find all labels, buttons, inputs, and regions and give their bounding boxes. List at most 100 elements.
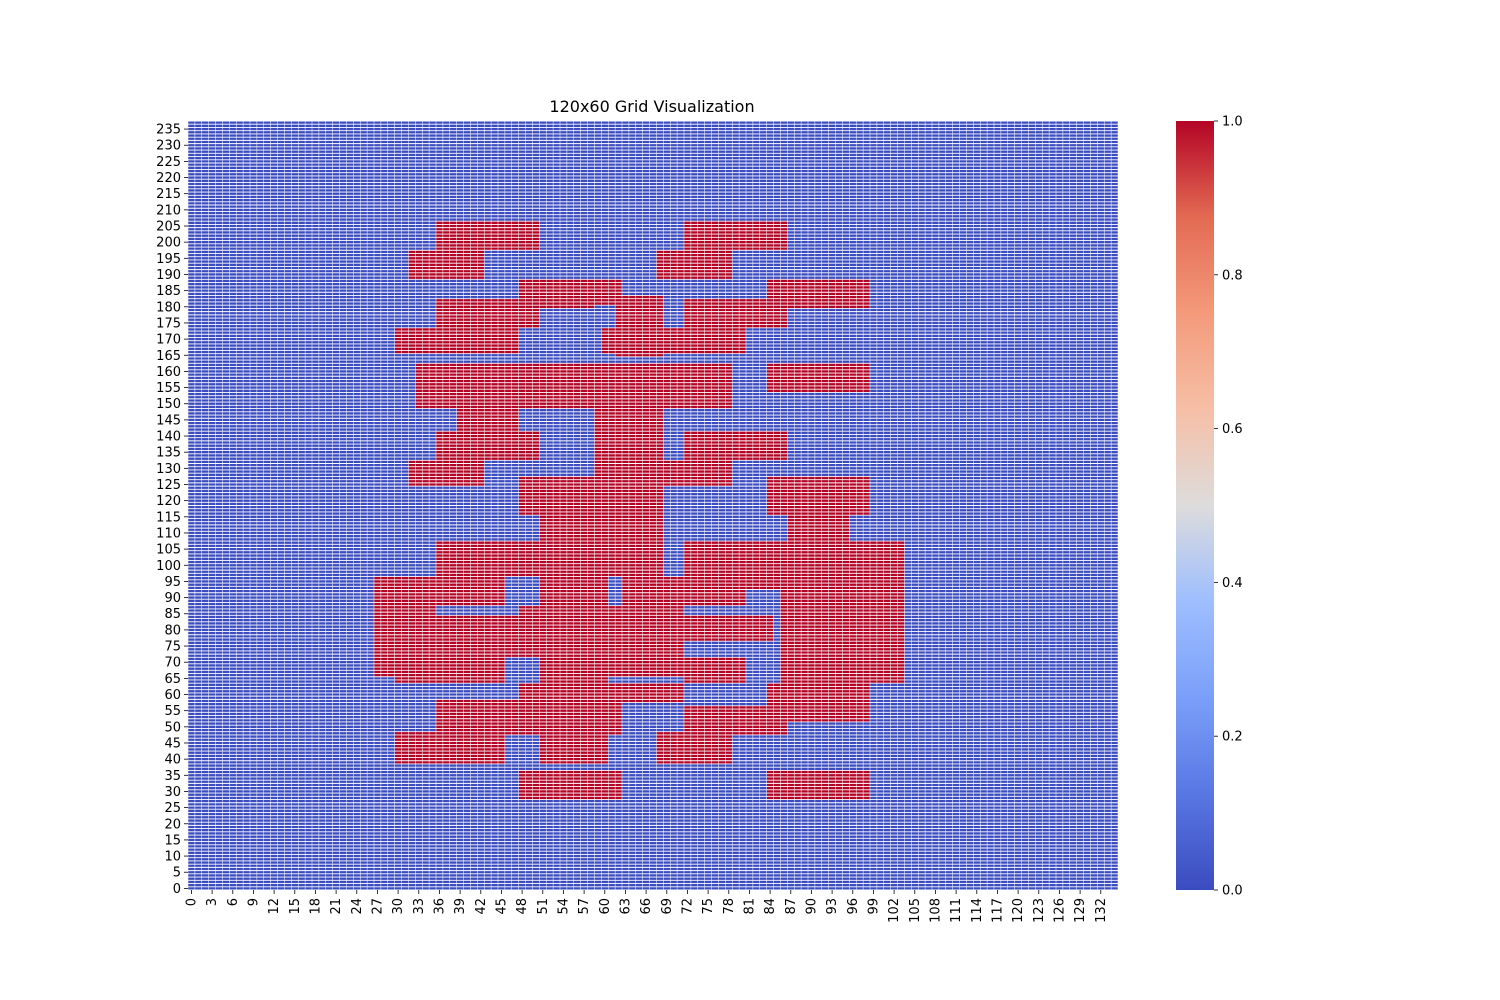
x-tick-label: 99 <box>866 898 881 915</box>
heatmap-cell-block <box>436 541 664 577</box>
colorbar-ticks: 0.0 0.2 0.4 0.6 0.8 1.0 <box>1214 115 1243 899</box>
y-tick-label: 120 <box>156 494 181 509</box>
y-axis: 0510152025303540455055606570758085909510… <box>156 123 188 897</box>
y-tick-label: 180 <box>156 300 181 315</box>
heatmap-cell-block <box>684 221 788 251</box>
x-tick-label: 72 <box>680 898 695 915</box>
x-tick-label: 30 <box>391 898 406 915</box>
x-tick-label: 105 <box>908 898 923 923</box>
x-tick-label: 6 <box>226 898 241 906</box>
y-tick-label: 135 <box>156 446 181 461</box>
y-tick-label: 225 <box>156 155 181 170</box>
y-tick-label: 150 <box>156 397 181 412</box>
colorbar-tick-label: 0.6 <box>1222 422 1243 437</box>
x-tick-label: 102 <box>887 898 902 923</box>
heatmap-cell-block <box>684 431 788 461</box>
y-tick-label: 100 <box>156 559 181 574</box>
y-tick-label: 5 <box>173 866 181 881</box>
y-tick-label: 65 <box>164 672 181 687</box>
colorbar-gradient <box>1176 121 1214 890</box>
heatmap-cell-block <box>436 431 540 461</box>
x-tick-label: 75 <box>701 898 716 915</box>
y-tick-label: 10 <box>164 850 181 865</box>
x-tick-label: 27 <box>370 898 385 915</box>
y-tick-label: 55 <box>164 704 181 719</box>
x-tick-label: 51 <box>536 898 551 915</box>
y-tick-label: 145 <box>156 413 181 428</box>
x-tick-label: 57 <box>577 898 592 915</box>
y-tick-label: 105 <box>156 543 181 558</box>
chart-title: 120x60 Grid Visualization <box>549 97 754 116</box>
heatmap-cell-block <box>518 770 622 800</box>
y-tick-label: 190 <box>156 268 181 283</box>
x-tick-label: 60 <box>598 898 613 915</box>
y-tick-label: 140 <box>156 430 181 445</box>
x-tick-label: 36 <box>432 898 447 915</box>
x-tick-label: 126 <box>1052 898 1067 923</box>
y-tick-label: 60 <box>164 688 181 703</box>
x-tick-label: 63 <box>618 898 633 915</box>
y-tick-label: 170 <box>156 333 181 348</box>
x-tick-label: 15 <box>288 898 303 915</box>
x-tick-label: 33 <box>412 898 427 915</box>
y-tick-label: 185 <box>156 284 181 299</box>
heatmap-cell-block <box>408 250 485 280</box>
x-tick-label: 48 <box>515 898 530 915</box>
y-tick-label: 25 <box>164 801 181 816</box>
heatmap-area <box>187 120 1119 891</box>
y-tick-label: 155 <box>156 381 181 396</box>
x-tick-label: 81 <box>742 898 757 915</box>
y-tick-label: 40 <box>164 753 181 768</box>
x-tick-label: 129 <box>1073 898 1088 923</box>
x-tick-label: 12 <box>267 898 282 915</box>
x-tick-label: 78 <box>722 898 737 915</box>
y-tick-label: 160 <box>156 365 181 380</box>
x-tick-label: 24 <box>350 898 365 915</box>
colorbar: 0.0 0.2 0.4 0.6 0.8 1.0 <box>1176 115 1243 899</box>
y-tick-label: 200 <box>156 236 181 251</box>
x-tick-label: 120 <box>1011 898 1026 923</box>
y-tick-label: 175 <box>156 316 181 331</box>
y-tick-label: 45 <box>164 736 181 751</box>
heatmap-cell-block <box>436 699 622 735</box>
y-tick-label: 210 <box>156 203 181 218</box>
colorbar-tick-label: 0.0 <box>1222 884 1243 899</box>
x-tick-label: 90 <box>804 898 819 915</box>
y-tick-label: 125 <box>156 478 181 493</box>
x-axis: 0 3 6 9 12 15 18 21 24 27 30 33 36 39 42 45 48 51 54 57 60 63… <box>184 890 1109 923</box>
y-tick-label: 35 <box>164 769 181 784</box>
y-tick-label: 115 <box>156 510 181 525</box>
heatmap-cell-block <box>766 363 870 393</box>
x-tick-label: 84 <box>763 898 778 915</box>
y-tick-label: 215 <box>156 187 181 202</box>
x-tick-label: 87 <box>784 898 799 915</box>
x-tick-label: 108 <box>928 898 943 923</box>
y-tick-label: 195 <box>156 252 181 267</box>
x-tick-label: 21 <box>329 898 344 915</box>
y-tick-label: 85 <box>164 607 181 622</box>
y-tick-label: 95 <box>164 575 181 590</box>
heatmap-cell-block <box>766 770 870 800</box>
x-tick-label: 111 <box>949 898 964 923</box>
colorbar-tick-label: 1.0 <box>1222 115 1243 130</box>
heatmap-cell-block <box>518 298 595 309</box>
heatmap-cell-block <box>456 408 519 432</box>
x-tick-label: 69 <box>660 898 675 915</box>
x-tick-label: 54 <box>556 898 571 915</box>
x-tick-label: 117 <box>990 898 1005 923</box>
x-tick-label: 39 <box>453 898 468 915</box>
x-tick-label: 9 <box>246 898 261 906</box>
y-tick-label: 75 <box>164 640 181 655</box>
colorbar-tick-label: 0.2 <box>1222 730 1243 745</box>
x-tick-label: 132 <box>1094 898 1109 923</box>
x-tick-label: 3 <box>205 898 220 906</box>
x-tick-label: 123 <box>1032 898 1047 923</box>
x-tick-label: 96 <box>846 898 861 915</box>
y-tick-label: 30 <box>164 785 181 800</box>
y-tick-label: 235 <box>156 123 181 138</box>
y-tick-label: 50 <box>164 720 181 735</box>
x-tick-label: 114 <box>970 898 985 923</box>
x-tick-label: 42 <box>474 898 489 915</box>
heatmap-cell-block <box>436 221 540 251</box>
